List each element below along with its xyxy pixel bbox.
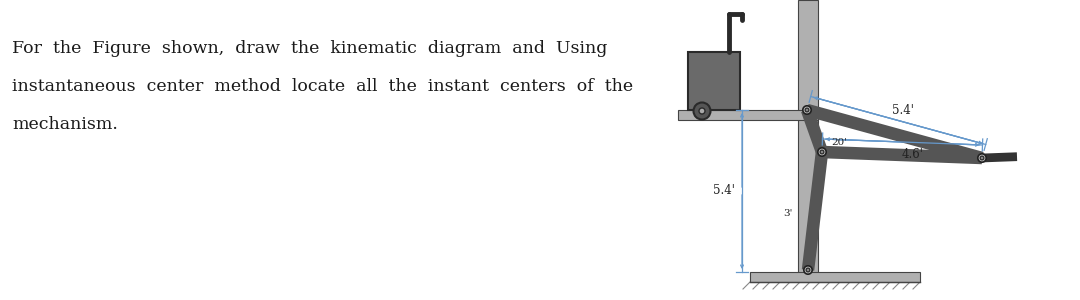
Bar [750, 272, 920, 282]
Circle shape [977, 154, 986, 162]
Circle shape [699, 108, 705, 114]
Bar [678, 110, 818, 120]
Bar [688, 52, 740, 110]
Text: For  the  Figure  shown,  draw  the  kinematic  diagram  and  Using: For the Figure shown, draw the kinematic… [12, 40, 607, 57]
Text: instantaneous  center  method  locate  all  the  instant  centers  of  the: instantaneous center method locate all t… [12, 78, 633, 95]
Bar [798, 0, 818, 277]
Circle shape [806, 268, 810, 272]
Text: 4.6': 4.6' [902, 148, 923, 160]
Text: mechanism.: mechanism. [12, 116, 118, 133]
Circle shape [802, 106, 811, 114]
Circle shape [804, 266, 812, 274]
Circle shape [805, 108, 809, 112]
Text: 3': 3' [783, 209, 793, 218]
Circle shape [818, 148, 826, 156]
Text: 5.4': 5.4' [892, 104, 914, 117]
Text: 5.4': 5.4' [713, 184, 734, 197]
Text: 20': 20' [831, 138, 847, 147]
Circle shape [820, 150, 824, 154]
Circle shape [693, 103, 711, 119]
Circle shape [981, 156, 984, 160]
